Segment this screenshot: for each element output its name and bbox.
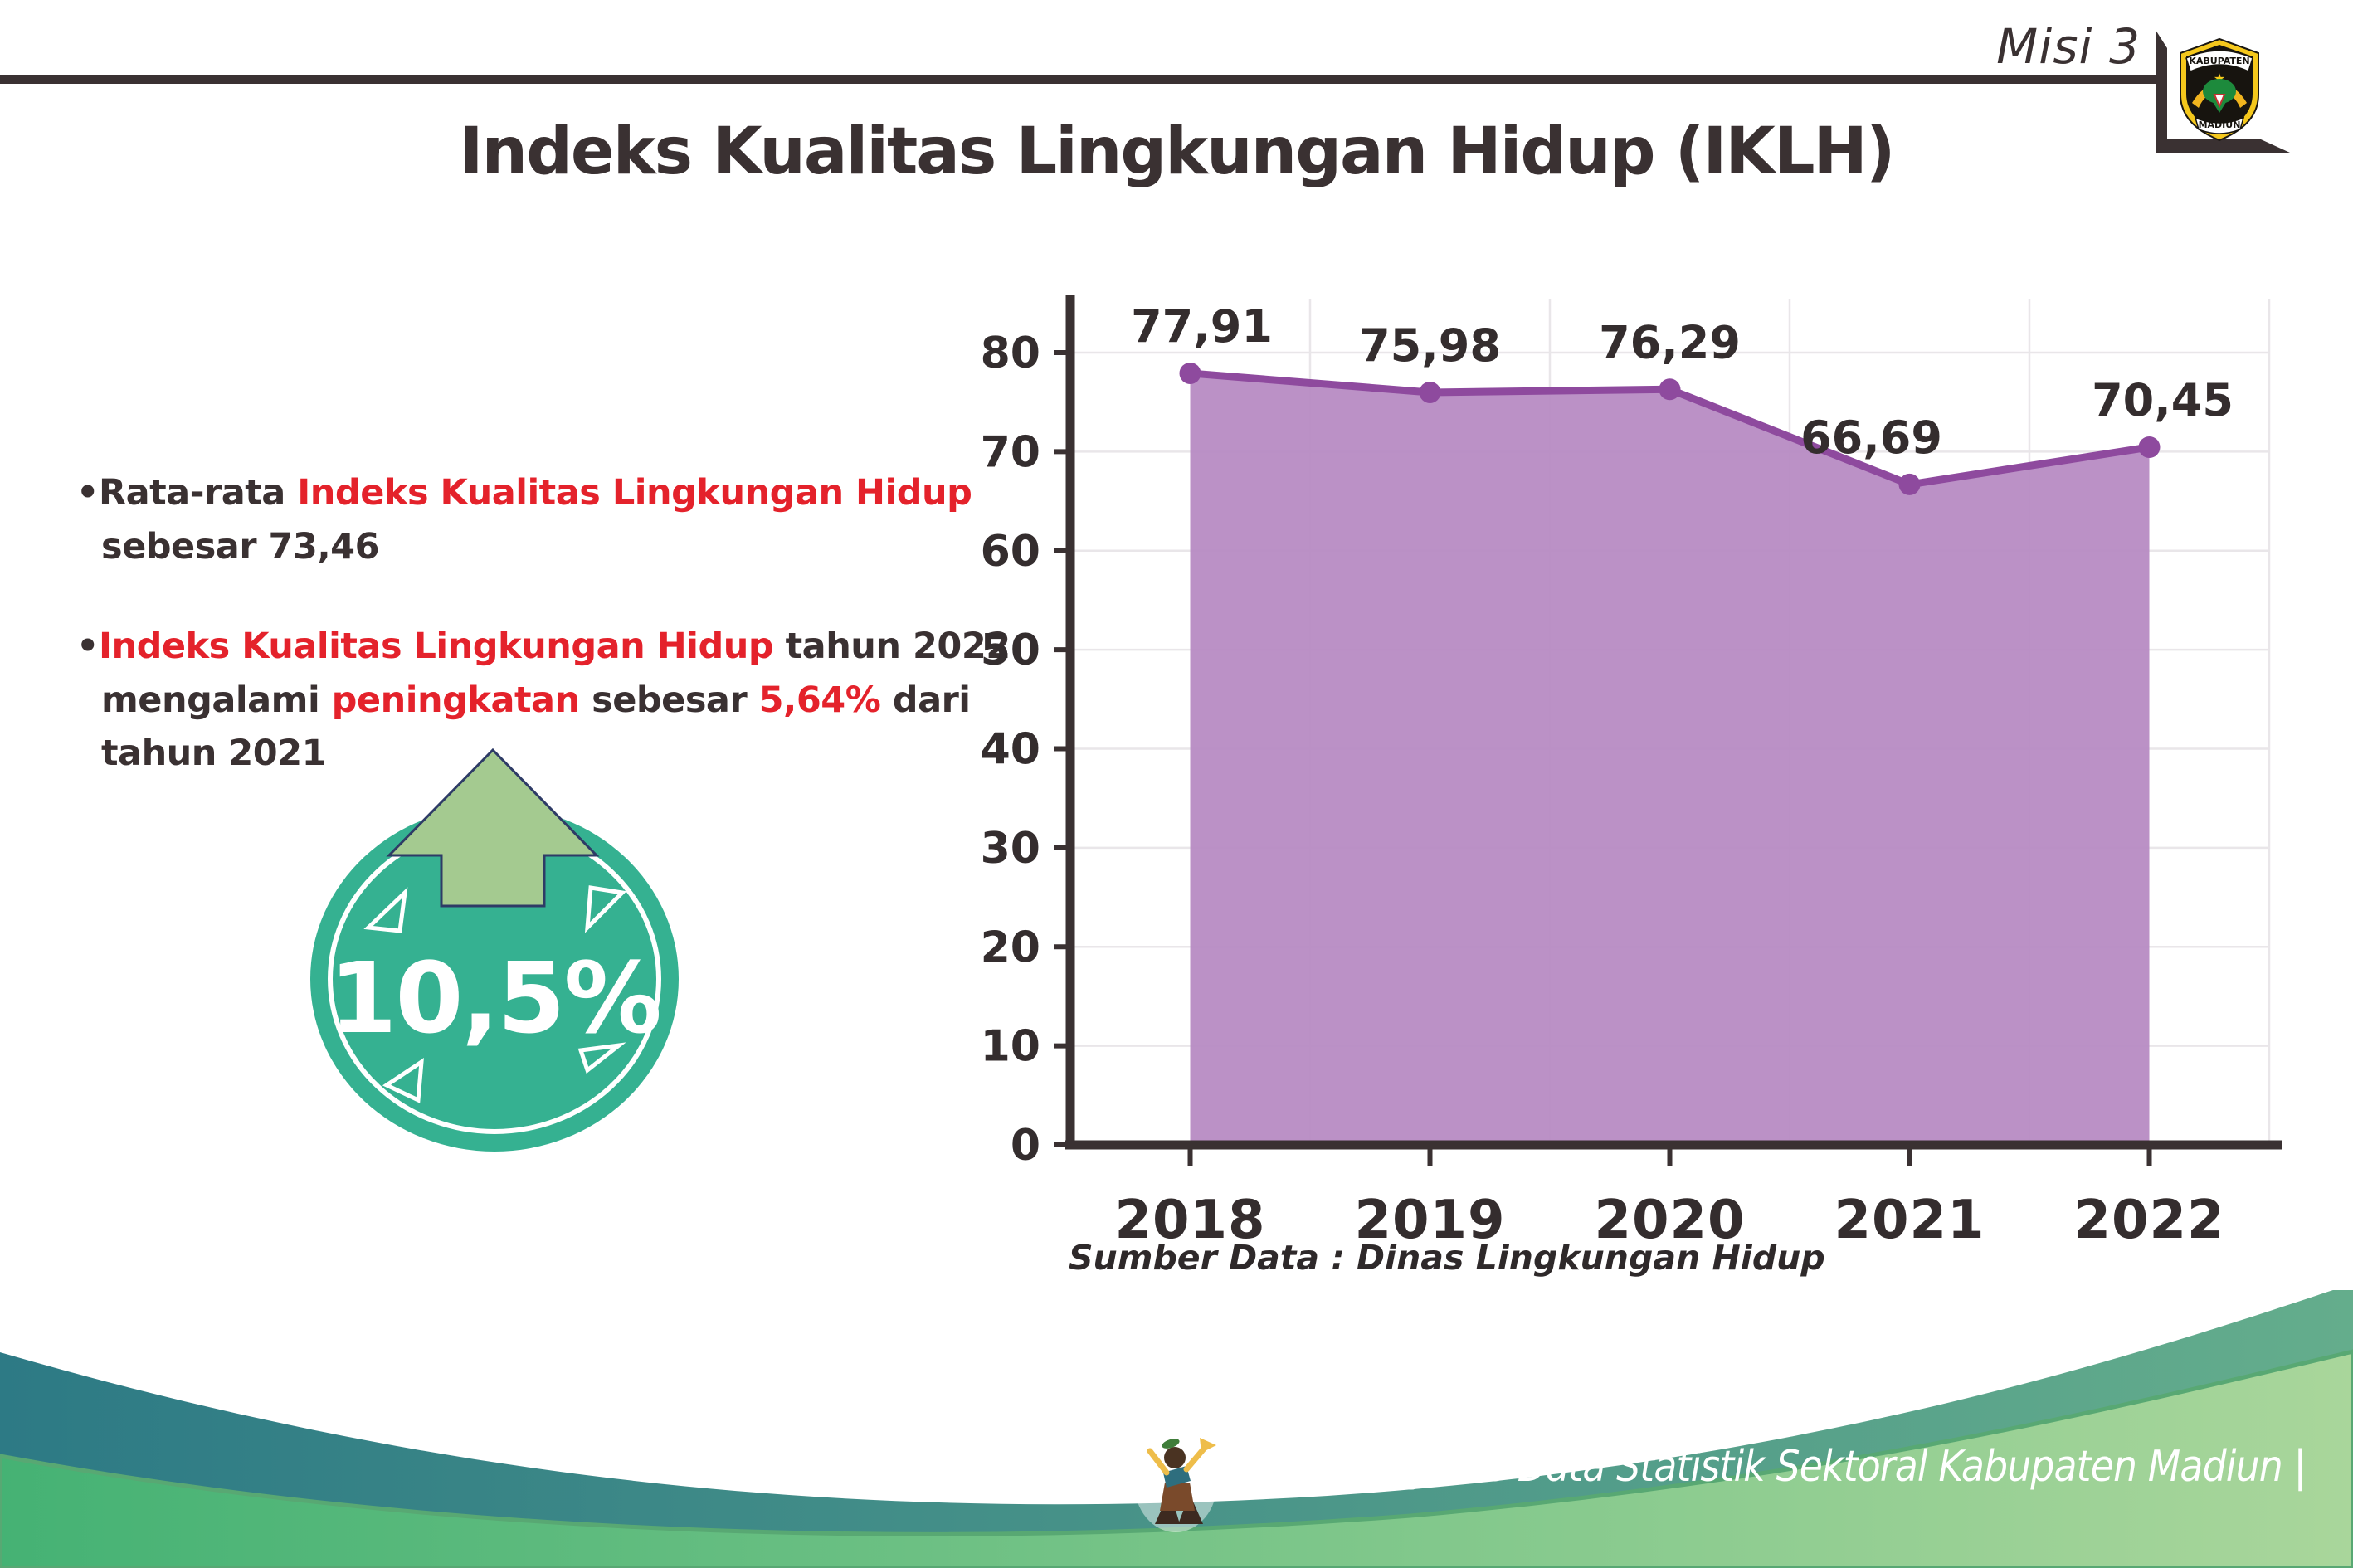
bullet-text-red: Indeks Kualitas Lingkungan Hidup — [297, 472, 972, 514]
data-point — [2138, 436, 2161, 459]
data-label: 66,69 — [1800, 411, 1942, 464]
y-axis-label: 70 — [981, 427, 1040, 477]
frame-bottom-bar — [2156, 139, 2290, 153]
frame-vertical-bar — [2156, 30, 2167, 153]
page-title: Indeks Kualitas Lingkungan Hidup (IKLH) — [459, 114, 1896, 189]
y-axis-label: 60 — [981, 527, 1040, 577]
data-point — [1179, 362, 1201, 384]
badge-accent-triangle — [363, 887, 408, 933]
bullet-text-red: Indeks Kualitas Lingkungan Hidup — [98, 626, 774, 667]
up-arrow-icon — [386, 747, 600, 908]
data-label: 77,91 — [1131, 300, 1273, 353]
y-axis-label: 10 — [981, 1022, 1040, 1072]
green-wave — [0, 1349, 2353, 1568]
y-axis-label: 20 — [981, 923, 1040, 972]
badge-accent-triangle — [382, 1058, 424, 1103]
header-rule — [0, 75, 2156, 84]
y-axis-label: 0 — [1011, 1121, 1040, 1171]
source-caption: Sumber Data : Dinas Lingkungan Hidup — [1069, 1238, 1825, 1278]
crest-bottom-banner — [2194, 116, 2245, 134]
footer-waves — [0, 1290, 2353, 1568]
bullet-text: sebesar 73,46 — [101, 525, 380, 567]
x-axis-label: 2018 — [1114, 1190, 1265, 1251]
crest-top-text: KABUPATEN — [2189, 56, 2249, 66]
kabupaten-madiun-logo: KABUPATEN ★ MADIUN — [2180, 37, 2259, 142]
bullet-text: tahun 2021 — [101, 733, 327, 774]
x-axis-label: 2021 — [1834, 1190, 1985, 1251]
bullet-text: Rata-rata — [98, 472, 298, 514]
statistics-mascot-icon — [1134, 1433, 1217, 1532]
y-axis-label: 80 — [981, 329, 1040, 378]
crest-top-banner — [2185, 50, 2253, 73]
y-axis-label: 30 — [981, 824, 1040, 874]
area-fill — [1190, 373, 2150, 1146]
bullet-text-red: peningkatan — [331, 679, 581, 721]
bullet-text: dari — [880, 679, 971, 721]
data-label: 70,45 — [2092, 374, 2234, 426]
badge-value: 10,5% — [329, 941, 660, 1055]
data-label: 75,98 — [1359, 319, 1501, 372]
iklh-area-chart: 0 10 20 30 40 50 60 70 80 2018 2019 2020 2021 2022 77,… — [981, 295, 2282, 1251]
bullet-text: sebesar — [579, 679, 759, 721]
badge-accent-triangle — [577, 1042, 626, 1074]
y-axis-label: 50 — [981, 626, 1040, 675]
logo-frame — [2156, 30, 2290, 153]
bullet-dot: • — [76, 626, 99, 667]
key-findings: •Rata-rata Indeks Kualitas Lingkungan Hi… — [76, 466, 1155, 781]
misi-label: Misi 3 — [1996, 18, 2141, 75]
data-point — [1419, 381, 1441, 403]
bullet-average-iklh: •Rata-rata Indeks Kualitas Lingkungan Hi… — [76, 466, 1155, 573]
bullet-text: tahun 2022 — [773, 626, 1011, 667]
bullet-dot: • — [76, 472, 99, 514]
x-axis-label: 2022 — [2073, 1190, 2224, 1251]
bullet-text: mengalami — [101, 679, 332, 721]
crest-bottom-text: MADIUN — [2199, 119, 2241, 130]
data-label: 76,29 — [1599, 316, 1741, 368]
x-axis-label: 2020 — [1594, 1190, 1745, 1251]
y-axis-label: 40 — [981, 725, 1040, 775]
x-axis-label: 2019 — [1354, 1190, 1505, 1251]
chart-area: 0 10 20 30 40 50 60 70 80 2018 2019 2020 2021 2022 77,… — [954, 274, 2331, 1322]
data-point — [1659, 378, 1681, 401]
crest-small-shield — [2213, 94, 2226, 109]
data-point — [1898, 473, 1921, 495]
badge-accent-triangle — [584, 885, 627, 933]
percentage-badge: 10,5% — [310, 747, 679, 1152]
footer-caption: Media Infografis Data Statistik Sektoral… — [1213, 1442, 2307, 1492]
bullet-iklh-increase: •Indeks Kualitas Lingkungan Hidup tahun … — [76, 620, 1155, 781]
bullet-text-red: 5,64% — [758, 679, 881, 721]
